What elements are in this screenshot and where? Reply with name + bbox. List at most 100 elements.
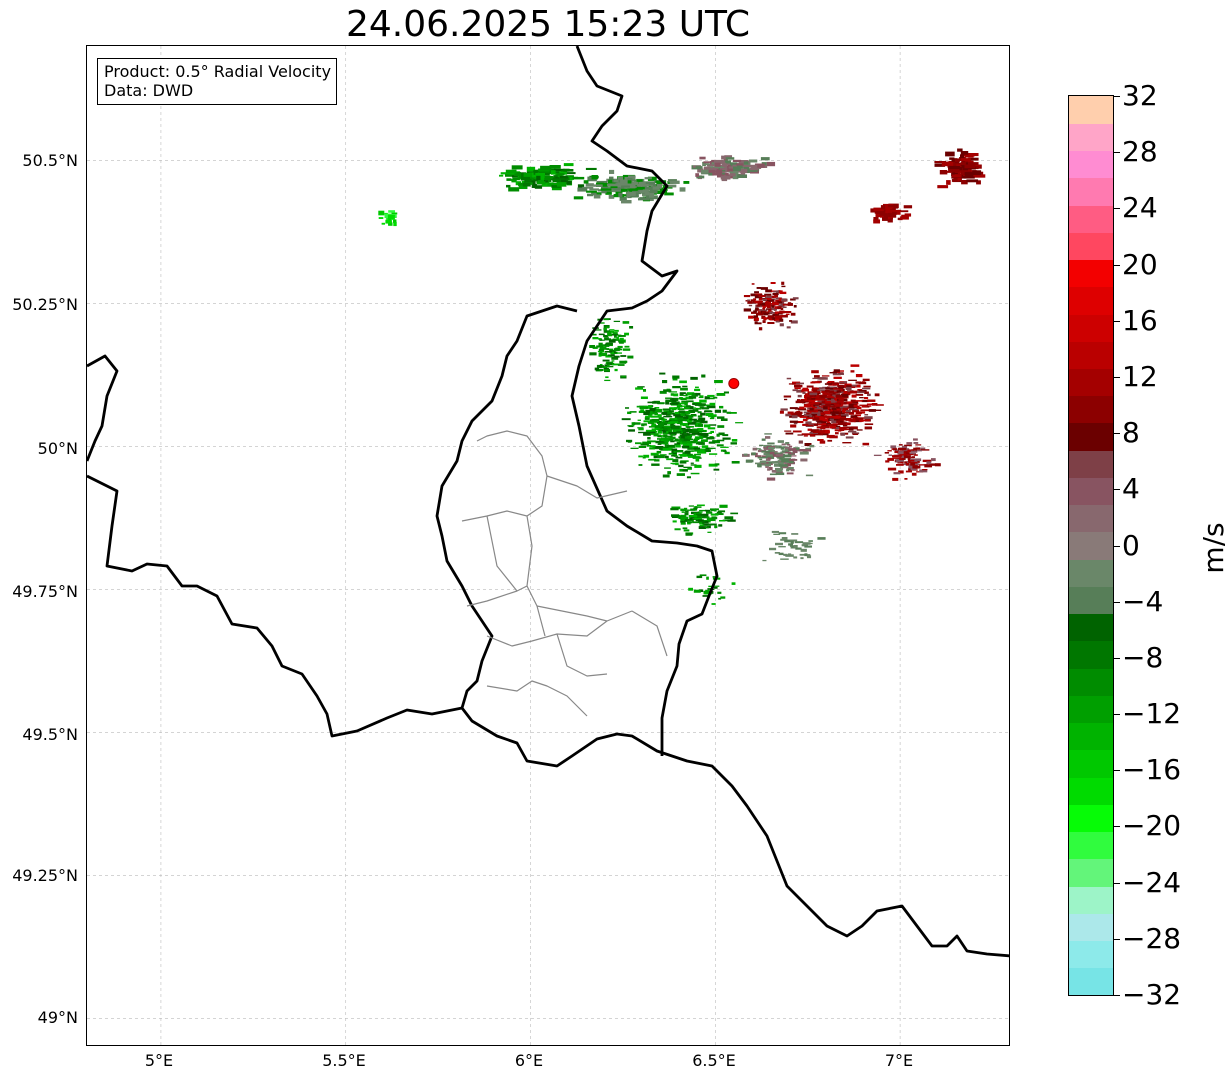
radar-pixel bbox=[506, 178, 512, 181]
radar-pixel bbox=[717, 174, 724, 178]
radar-pixel bbox=[855, 393, 864, 396]
radar-pixel bbox=[896, 464, 904, 466]
colorbar-segment bbox=[1069, 232, 1113, 261]
radar-pixel bbox=[824, 383, 832, 385]
lat-tick-label: 50.25°N bbox=[12, 295, 78, 314]
radar-pixel bbox=[689, 418, 697, 421]
radar-pixel bbox=[612, 338, 619, 341]
radar-pixel bbox=[848, 386, 856, 389]
radar-pixel bbox=[825, 400, 831, 403]
radar-pixel bbox=[861, 405, 868, 408]
radar-pixel bbox=[800, 458, 808, 462]
radar-pixel bbox=[621, 375, 626, 378]
radar-pixel bbox=[812, 377, 821, 380]
radar-pixel bbox=[703, 161, 710, 164]
radar-pixel bbox=[679, 380, 687, 384]
radar-map[interactable] bbox=[86, 45, 1010, 1046]
radar-pixel bbox=[838, 387, 843, 390]
radar-pixel bbox=[699, 420, 708, 424]
radar-pixel bbox=[895, 459, 901, 463]
radar-pixel bbox=[505, 173, 515, 177]
radar-pixel bbox=[826, 382, 832, 384]
radar-pixel bbox=[772, 313, 776, 316]
echo-northwest-small bbox=[378, 210, 398, 227]
radar-pixel bbox=[551, 185, 562, 188]
radar-pixel bbox=[697, 411, 702, 414]
velocity-colorbar bbox=[1068, 95, 1114, 996]
radar-pixel bbox=[667, 184, 677, 188]
radar-pixel bbox=[828, 405, 837, 408]
radar-pixel bbox=[657, 402, 665, 405]
radar-pixel bbox=[758, 295, 766, 298]
radar-pixel bbox=[592, 337, 599, 340]
radar-pixel bbox=[781, 281, 785, 285]
radar-pixel bbox=[698, 417, 706, 421]
radar-pixel bbox=[696, 504, 705, 507]
radar-pixel bbox=[663, 426, 671, 429]
radar-pixel bbox=[638, 410, 646, 414]
radar-pixel bbox=[557, 182, 567, 187]
radar-pixel bbox=[645, 429, 653, 432]
radar-pixel bbox=[817, 439, 824, 441]
radar-pixel bbox=[964, 164, 976, 169]
radar-pixel bbox=[686, 426, 691, 429]
radar-pixel bbox=[680, 439, 687, 441]
radar-pixel bbox=[954, 174, 962, 177]
radar-pixel bbox=[707, 163, 717, 167]
radar-pixel bbox=[662, 380, 668, 384]
radar-pixel bbox=[608, 179, 615, 184]
radar-pixel bbox=[609, 330, 615, 333]
radar-pixel bbox=[913, 438, 918, 441]
radar-pixel bbox=[661, 422, 667, 426]
radar-pixel bbox=[762, 306, 766, 309]
radar-pixel bbox=[624, 345, 630, 348]
radar-pixel bbox=[647, 431, 656, 434]
radar-pixel bbox=[768, 446, 775, 450]
radar-pixel bbox=[714, 380, 723, 384]
colorbar-unit-label: m/s bbox=[1197, 522, 1225, 574]
radar-pixel bbox=[769, 547, 777, 551]
radar-pixel bbox=[657, 414, 662, 417]
radar-pixel bbox=[798, 408, 807, 411]
radar-pixel bbox=[707, 166, 714, 169]
radar-pixel bbox=[757, 456, 767, 459]
radar-pixel bbox=[653, 455, 661, 459]
echo-northeast-inner bbox=[743, 281, 799, 331]
radar-pixel bbox=[901, 463, 908, 466]
colorbar-segment bbox=[1069, 831, 1113, 860]
radar-pixel bbox=[945, 151, 955, 157]
radar-pixel bbox=[767, 442, 775, 445]
colorbar-tick-label: −28 bbox=[1122, 921, 1182, 955]
radar-pixel bbox=[795, 547, 802, 550]
radar-pixel bbox=[859, 419, 864, 422]
radar-pixel bbox=[814, 375, 820, 378]
radar-pixel bbox=[908, 466, 916, 469]
radar-pixel bbox=[906, 442, 913, 445]
radar-pixel bbox=[873, 219, 881, 224]
radar-pixel bbox=[817, 398, 825, 401]
radar-pixel bbox=[791, 546, 796, 548]
radar-pixel bbox=[629, 179, 637, 182]
radar-pixel bbox=[604, 190, 612, 194]
radar-pixel bbox=[722, 437, 731, 440]
colorbar-segment bbox=[1069, 123, 1113, 152]
radar-pixel bbox=[968, 162, 979, 165]
radar-pixel bbox=[604, 364, 609, 367]
radar-pixel bbox=[797, 394, 802, 398]
radar-pixel bbox=[784, 398, 788, 401]
radar-pixel bbox=[566, 172, 576, 175]
radar-pixel bbox=[654, 425, 662, 428]
radar-pixel bbox=[677, 427, 686, 430]
radar-pixel bbox=[946, 180, 951, 185]
radar-pixel bbox=[536, 181, 546, 185]
radar-pixel bbox=[684, 414, 689, 417]
radar-pixel bbox=[713, 396, 718, 399]
radar-pixel bbox=[827, 397, 835, 400]
radar-pixel bbox=[773, 452, 781, 455]
radar-pixel bbox=[680, 416, 686, 420]
radar-pixel bbox=[698, 423, 704, 427]
radar-pixel bbox=[686, 509, 696, 511]
radar-pixel bbox=[840, 373, 844, 375]
radar-pixel bbox=[879, 213, 888, 216]
radar-pixel bbox=[636, 405, 644, 408]
